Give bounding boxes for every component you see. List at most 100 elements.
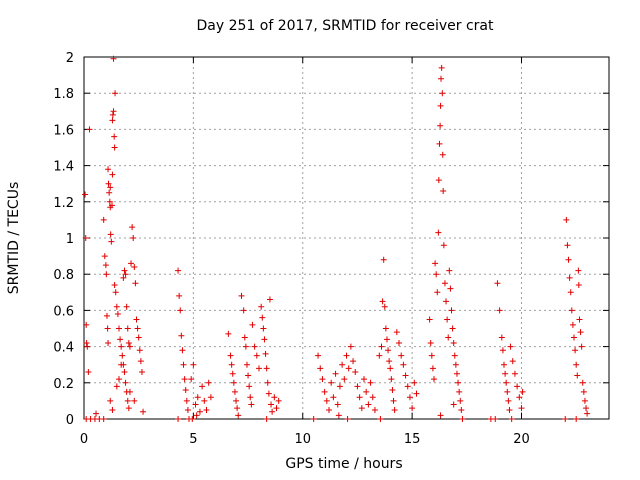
data-point xyxy=(124,397,131,404)
data-point xyxy=(134,325,141,332)
data-point xyxy=(201,397,208,404)
data-point xyxy=(176,292,183,299)
data-point xyxy=(432,260,439,267)
data-point xyxy=(383,336,390,343)
data-point xyxy=(113,383,120,390)
data-point xyxy=(440,187,447,194)
data-point xyxy=(114,311,121,318)
data-point xyxy=(409,405,416,412)
data-point xyxy=(438,75,444,82)
data-point xyxy=(247,394,254,401)
data-point xyxy=(124,325,131,332)
data-point xyxy=(245,372,252,379)
data-point xyxy=(496,307,503,314)
data-point xyxy=(248,401,255,408)
data-point xyxy=(566,274,573,281)
data-point xyxy=(190,361,197,368)
data-point xyxy=(137,358,144,365)
data-point xyxy=(118,343,125,350)
data-point xyxy=(177,307,184,314)
y-tick-label: 2 xyxy=(66,51,74,66)
data-point xyxy=(369,394,376,401)
data-point xyxy=(118,361,125,368)
data-point xyxy=(258,303,265,310)
data-point xyxy=(455,379,462,386)
data-point xyxy=(310,416,317,422)
data-point xyxy=(388,376,395,383)
data-point xyxy=(121,368,128,375)
data-point xyxy=(356,394,363,401)
data-point xyxy=(380,256,387,263)
data-point xyxy=(231,388,238,395)
data-point xyxy=(508,416,515,422)
data-point xyxy=(100,216,107,223)
data-point xyxy=(107,397,114,404)
data-point xyxy=(133,316,140,323)
data-point xyxy=(326,406,332,413)
data-point xyxy=(178,332,185,339)
data-point xyxy=(259,314,266,321)
data-point xyxy=(435,229,442,236)
data-point xyxy=(266,296,273,303)
data-point xyxy=(109,202,115,209)
data-point xyxy=(578,343,585,350)
data-point xyxy=(228,361,235,368)
data-point xyxy=(179,347,186,354)
data-point xyxy=(498,334,505,341)
data-point xyxy=(175,267,182,274)
data-point xyxy=(354,383,361,390)
data-point xyxy=(334,401,341,408)
data-point xyxy=(246,383,253,390)
data-point xyxy=(110,108,117,115)
grid-layer xyxy=(84,57,609,419)
x-tick-label: 15 xyxy=(404,432,421,447)
data-point xyxy=(452,361,459,368)
chart-title: Day 251 of 2017, SRMTID for receiver cra… xyxy=(196,18,494,34)
data-point xyxy=(110,55,117,62)
data-point xyxy=(562,416,569,422)
data-point xyxy=(184,406,191,413)
data-point xyxy=(321,388,328,395)
data-point xyxy=(106,189,113,196)
data-point xyxy=(128,260,135,267)
data-point xyxy=(339,361,346,368)
data-point xyxy=(107,231,114,238)
data-point xyxy=(315,352,322,359)
data-point xyxy=(330,394,337,401)
data-point xyxy=(317,365,324,372)
data-point xyxy=(439,90,446,97)
data-point xyxy=(111,144,118,151)
data-point xyxy=(436,140,443,147)
data-point xyxy=(387,365,394,372)
data-point xyxy=(175,416,182,422)
data-point xyxy=(447,285,454,292)
data-point xyxy=(193,412,200,419)
data-point xyxy=(406,394,413,401)
data-point xyxy=(130,235,137,241)
data-point xyxy=(363,388,370,395)
data-point xyxy=(194,394,201,401)
data-point xyxy=(577,329,584,336)
data-point xyxy=(123,303,130,310)
data-point xyxy=(450,339,457,346)
y-tick-label: 0 xyxy=(66,413,74,428)
data-point xyxy=(203,406,210,413)
data-point xyxy=(448,307,455,314)
data-point xyxy=(242,343,249,350)
data-point xyxy=(382,325,389,332)
data-point xyxy=(492,416,499,422)
y-tick-label: 0.6 xyxy=(53,304,74,319)
data-point xyxy=(103,271,110,278)
data-point xyxy=(396,339,402,346)
data-point xyxy=(138,368,145,375)
data-point xyxy=(230,379,237,386)
data-point xyxy=(499,347,506,354)
data-point xyxy=(86,126,93,133)
data-point xyxy=(109,406,116,413)
data-point xyxy=(100,416,107,422)
data-point xyxy=(504,388,511,395)
data-point xyxy=(82,235,89,241)
data-point xyxy=(341,376,348,383)
data-point xyxy=(444,316,451,323)
data-point xyxy=(501,361,507,368)
